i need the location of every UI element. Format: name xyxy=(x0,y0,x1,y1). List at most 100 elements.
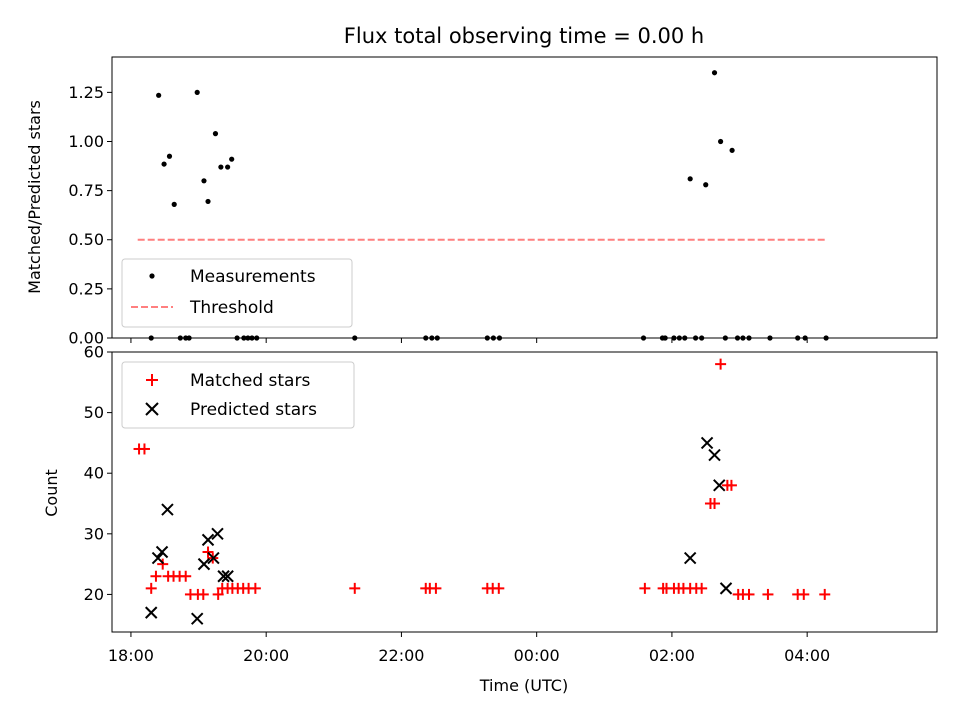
predicted-star-point xyxy=(197,557,211,571)
measurement-point xyxy=(718,138,724,145)
predicted-star-point-b xyxy=(211,527,224,541)
matched-star-point xyxy=(639,582,651,594)
bottom-panel: Count Time (UTC) 20 30 40 50 60 18:00 20:00 22:… xyxy=(42,343,938,695)
top-legend: Measurements Threshold xyxy=(121,258,353,328)
measurement-point xyxy=(194,89,200,95)
predicted-star-point xyxy=(190,612,204,625)
legend-measurements-marker xyxy=(149,273,155,279)
legend-predicted-marker xyxy=(145,402,159,416)
measurement-point xyxy=(218,164,224,170)
matched-star-point xyxy=(725,479,737,491)
bottom-legend-box xyxy=(121,361,355,429)
x-axis-label: Time (UTC) xyxy=(479,676,568,695)
matched-star-point xyxy=(819,588,831,600)
bottom-y-tick-label: 60 xyxy=(84,343,104,362)
matched-star-point xyxy=(709,498,721,510)
predicted-star-point xyxy=(145,606,158,619)
matched-star-point xyxy=(762,588,774,600)
matched-star-point xyxy=(493,582,505,594)
matched-star-point xyxy=(150,570,162,582)
predicted-star-point xyxy=(211,527,224,541)
matched-star-point xyxy=(180,570,192,582)
predicted-star-point-b xyxy=(713,479,726,492)
chart-title: Flux total observing time = 0.00 h xyxy=(344,24,704,48)
bottom-ticks: 20 30 40 50 60 18:00 20:00 22:00 00:00 02:00 04:00 xyxy=(84,343,831,666)
bottom-y-axis-label: Count xyxy=(42,469,61,517)
matched-star-point xyxy=(715,358,727,370)
predicted-star-point-b xyxy=(719,582,733,595)
top-legend-box xyxy=(121,258,353,328)
predicted-star-point-b xyxy=(155,545,169,559)
predicted-star-point-b xyxy=(207,551,220,565)
predicted-star-point-b xyxy=(161,503,174,516)
predicted-star-point xyxy=(207,551,220,565)
predicted-star-point xyxy=(719,582,733,595)
top-plot-frame xyxy=(111,56,938,339)
bottom-plot-frame xyxy=(111,351,938,633)
matched-star-point xyxy=(430,582,442,594)
predicted-star-point-b xyxy=(145,606,158,619)
matched-star-point xyxy=(212,588,224,600)
top-ticks: 0.00 0.25 0.50 0.75 1.00 1.25 xyxy=(68,83,808,348)
measurement-point xyxy=(171,201,177,207)
matched-star-point xyxy=(798,588,810,600)
measurement-point xyxy=(729,147,735,153)
measurement-point xyxy=(687,176,693,182)
matched-star-point xyxy=(349,582,361,594)
predicted-star-point-b xyxy=(708,448,721,462)
measurement-point xyxy=(212,131,219,137)
matched-star-point xyxy=(202,546,214,558)
top-y-tick-label: 0.00 xyxy=(68,329,104,348)
bottom-x-tick-label: 04:00 xyxy=(784,646,830,665)
bottom-legend: Matched stars Predicted stars xyxy=(121,361,355,429)
matched-star-point xyxy=(197,588,209,600)
top-y-tick-label: 0.50 xyxy=(68,230,104,249)
predicted-star-point-b xyxy=(700,436,714,450)
top-y-axis-label: Matched/Predicted stars xyxy=(25,100,44,294)
matched-star-point xyxy=(743,588,755,600)
bottom-x-tick-label: 22:00 xyxy=(378,646,424,665)
bottom-y-tick-label: 50 xyxy=(84,403,104,422)
measurement-point xyxy=(229,156,235,162)
matched-star-point xyxy=(249,582,261,594)
predicted-star-point-b xyxy=(190,612,204,625)
legend-predicted-label: Predicted stars xyxy=(190,400,317,420)
bottom-marks xyxy=(133,358,831,625)
bottom-y-tick-label: 30 xyxy=(84,524,104,543)
top-y-tick-label: 0.75 xyxy=(68,181,104,200)
bottom-x-tick-label: 18:00 xyxy=(108,646,154,665)
measurement-point xyxy=(703,182,709,188)
measurement-point xyxy=(225,164,231,170)
predicted-star-point-b xyxy=(221,570,234,583)
bottom-x-tick-label: 20:00 xyxy=(243,646,289,665)
legend-matched-label: Matched stars xyxy=(190,371,310,391)
measurement-point xyxy=(711,70,718,76)
predicted-star-point xyxy=(151,551,165,565)
bottom-x-tick-label: 02:00 xyxy=(649,646,695,665)
top-y-tick-label: 0.25 xyxy=(68,279,104,298)
bottom-x-tick-label: 00:00 xyxy=(514,646,560,665)
matched-star-point xyxy=(138,443,150,455)
measurement-point xyxy=(205,198,211,205)
matched-star-point xyxy=(145,582,157,594)
predicted-star-point-b xyxy=(201,533,215,547)
legend-threshold-label: Threshold xyxy=(189,298,274,318)
legend-measurements-label: Measurements xyxy=(190,267,316,287)
predicted-star-point xyxy=(683,551,697,565)
top-y-tick-label: 1.00 xyxy=(68,132,104,151)
predicted-star-point-b xyxy=(683,551,697,565)
predicted-star-point-b xyxy=(197,557,211,571)
predicted-star-point xyxy=(217,570,230,583)
predicted-star-point xyxy=(708,448,721,462)
predicted-star-point-b xyxy=(217,570,230,583)
predicted-star-point xyxy=(161,503,174,516)
measurement-point xyxy=(166,153,173,159)
legend-matched-marker xyxy=(146,374,158,386)
predicted-star-point xyxy=(700,436,714,450)
predicted-star-point xyxy=(713,479,726,492)
bottom-y-tick-label: 40 xyxy=(84,464,104,483)
predicted-star-point xyxy=(221,570,234,583)
bottom-y-tick-label: 20 xyxy=(84,585,104,604)
